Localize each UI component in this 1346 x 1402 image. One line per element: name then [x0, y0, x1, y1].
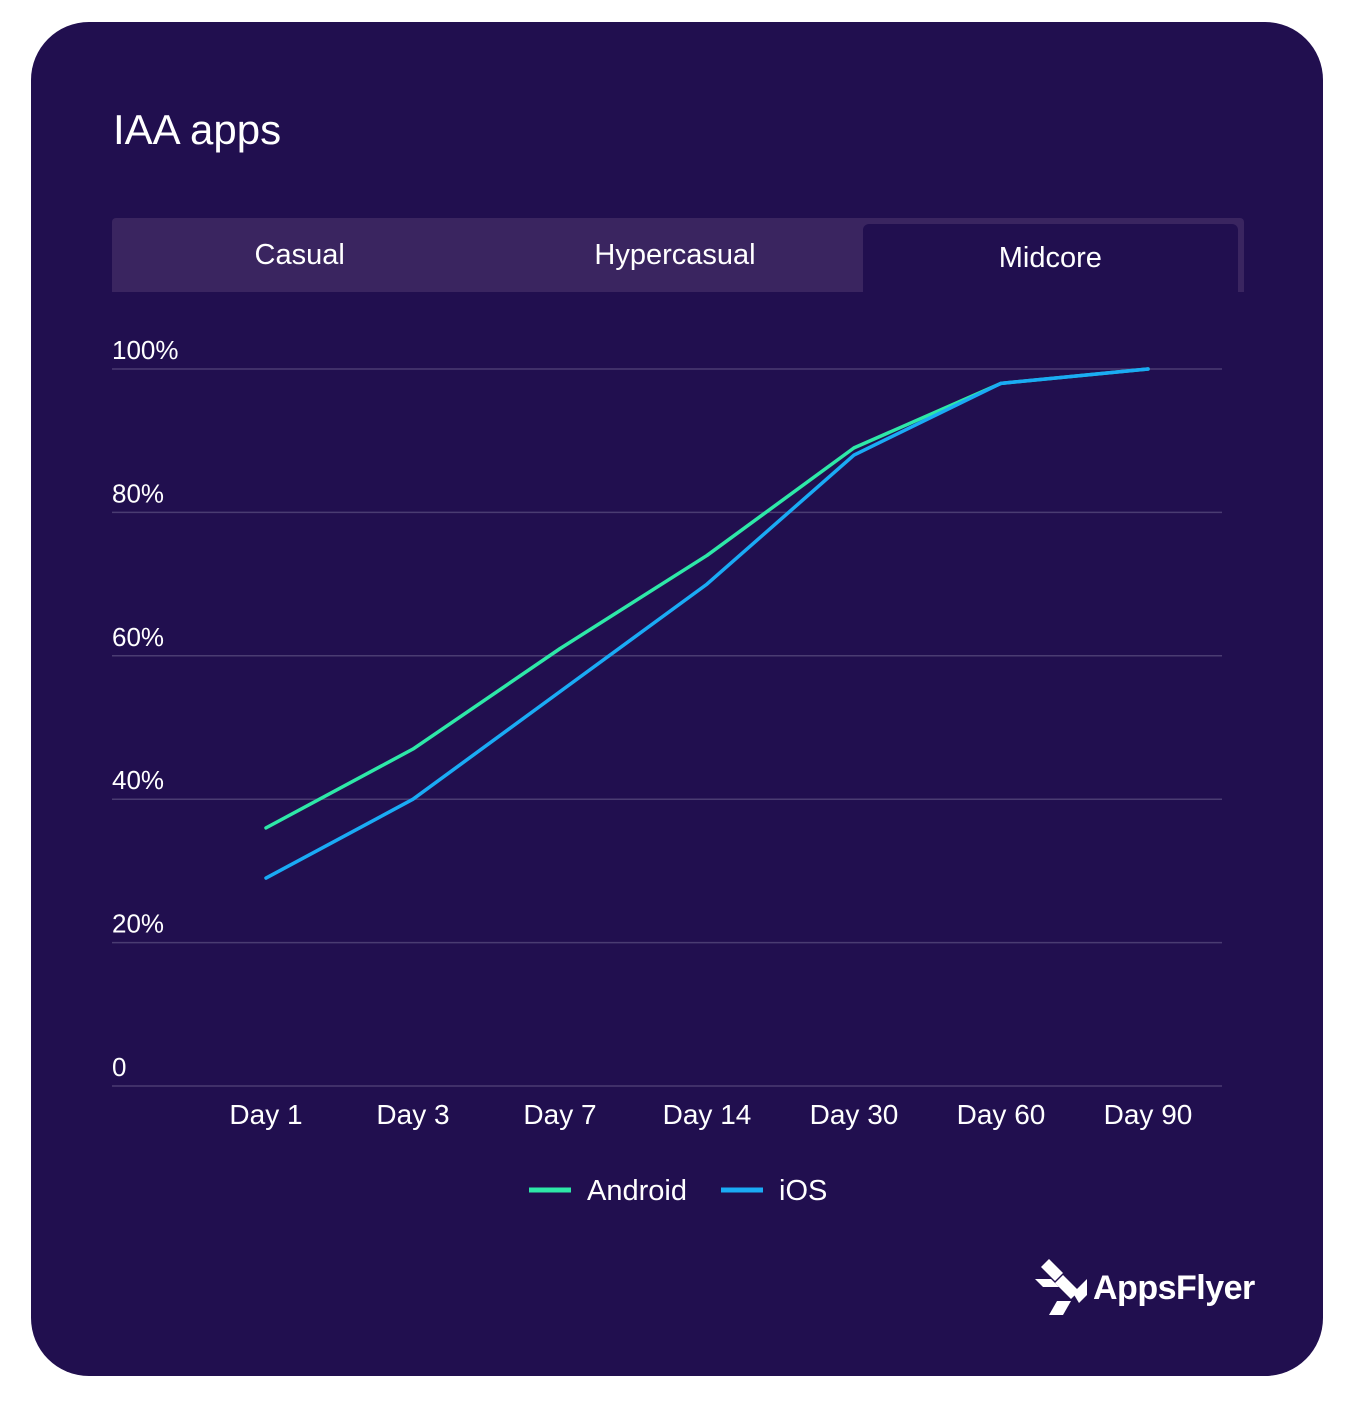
data-point-ios: [1146, 367, 1151, 372]
series-line-android: [264, 367, 1150, 830]
y-tick-label: 60%: [112, 622, 164, 652]
retention-line-chart: 0 20% 40% 60% 80% 100% Day 1 Day 3 Day 7 Day 14 D…: [112, 335, 1222, 1207]
x-tick-label: Day 3: [376, 1099, 449, 1130]
tab-hypercasual[interactable]: Hypercasual: [594, 238, 756, 271]
category-tabs: Casual Hypercasual Midcore: [112, 218, 1244, 292]
x-tick-label: Day 14: [663, 1099, 752, 1130]
data-point-ios: [558, 689, 563, 694]
y-tick-label: 40%: [112, 765, 164, 795]
x-tick-label: Day 60: [957, 1099, 1046, 1130]
y-tick-label: 100%: [112, 335, 179, 365]
chart-title: IAA apps: [113, 106, 282, 153]
chart-card: IAA apps Casual Hypercasual Midcore 0 20%…: [31, 22, 1323, 1376]
series-line-ios: [264, 367, 1150, 880]
legend-label-ios: iOS: [779, 1175, 827, 1207]
x-tick-label: Day 90: [1104, 1099, 1193, 1130]
x-tick-label: Day 1: [229, 1099, 302, 1130]
data-point-android: [852, 445, 857, 450]
data-point-ios: [411, 797, 416, 802]
y-tick-label: 20%: [112, 909, 164, 939]
appsflyer-logo-icon: [1035, 1259, 1087, 1315]
data-point-ios: [705, 582, 710, 587]
data-point-android: [411, 747, 416, 752]
y-tick-label: 80%: [112, 478, 164, 508]
data-point-ios: [999, 381, 1004, 386]
appsflyer-logo: AppsFlyer: [1033, 1256, 1255, 1320]
x-tick-label: Day 30: [810, 1099, 899, 1130]
legend-label-android: Android: [587, 1175, 687, 1207]
data-point-ios: [264, 876, 269, 881]
data-point-ios: [852, 453, 857, 458]
data-point-android: [558, 646, 563, 651]
x-tick-label: Day 7: [523, 1099, 596, 1130]
data-point-android: [705, 553, 710, 558]
tab-casual[interactable]: Casual: [254, 238, 345, 271]
data-point-android: [264, 825, 269, 830]
y-tick-label: 0: [112, 1052, 126, 1082]
logo-text: AppsFlyer: [1093, 1268, 1255, 1307]
tab-midcore[interactable]: Midcore: [862, 224, 1238, 292]
